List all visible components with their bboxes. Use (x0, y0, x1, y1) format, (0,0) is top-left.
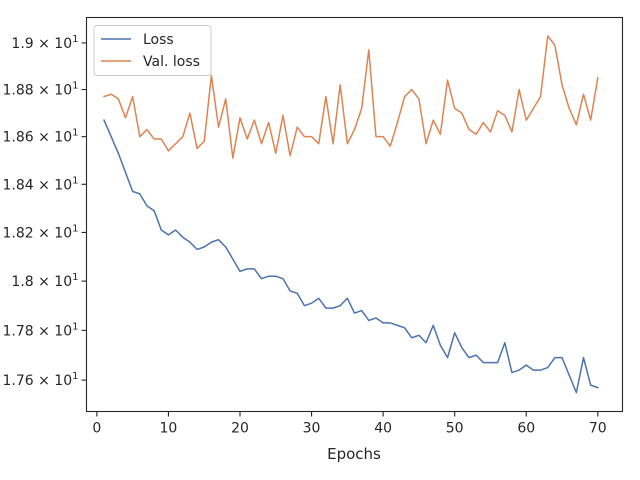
legend-label: Val. loss (143, 54, 200, 70)
plot-frame (85, 16, 624, 413)
y-axis: 1.76 × 101 1.78 × 101 1.8 × 101 1.82 × 101 1… (3, 34, 87, 389)
series-line-val-loss (103, 35, 599, 159)
x-tick-label: 0 (92, 421, 101, 437)
x-axis-label: Epochs (327, 445, 381, 463)
y-tick-label: 1.9 × 101 (11, 34, 78, 52)
x-axis: 0 10 20 30 40 50 60 70 (92, 411, 607, 437)
y-tick-label: 1.76 × 101 (3, 371, 79, 389)
y-tick-label: 1.84 × 101 (3, 175, 79, 193)
legend: Loss Val. loss (93, 25, 212, 76)
legend-label: Loss (143, 32, 174, 48)
x-tick-label: 70 (589, 421, 607, 437)
x-tick-label: 30 (303, 421, 321, 437)
legend-box (93, 25, 212, 76)
y-tick-label: 1.86 × 101 (3, 128, 79, 146)
x-tick-label: 10 (160, 421, 178, 437)
y-tick-label: 1.78 × 101 (3, 321, 79, 339)
x-tick-label: 50 (446, 421, 464, 437)
series-line-loss (103, 119, 599, 394)
y-tick-label: 1.88 × 101 (3, 81, 79, 99)
x-tick-label: 40 (374, 421, 392, 437)
y-tick-label: 1.8 × 101 (11, 272, 78, 290)
x-tick-label: 60 (517, 421, 535, 437)
plot-lines (103, 35, 599, 394)
x-tick-label: 20 (231, 421, 249, 437)
y-tick-label: 1.82 × 101 (3, 223, 79, 241)
